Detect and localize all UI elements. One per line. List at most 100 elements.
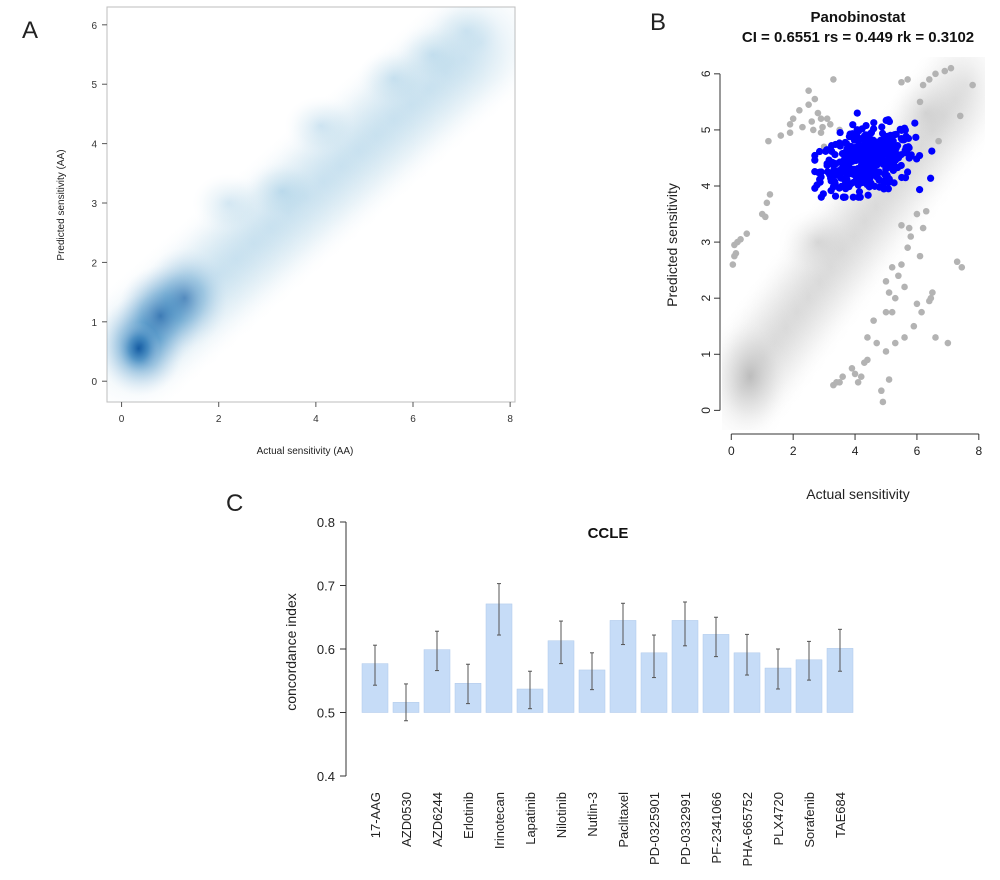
grey-point (766, 191, 774, 198)
blue-point (853, 109, 861, 117)
y-tick-label: 0 (91, 377, 97, 388)
blue-point (864, 154, 873, 162)
grey-point (882, 348, 890, 355)
grey-point (878, 387, 885, 395)
panel-a-y-label: Predicted sensitivity (AA) (56, 149, 67, 260)
blue-point (911, 119, 919, 127)
panel-c-x-labels: 17-AAG AZD0530 AZD6244 Erlotinib Irinotecan L… (368, 792, 848, 867)
grey-point (919, 224, 927, 232)
blue-point (878, 123, 886, 131)
blue-point (906, 153, 914, 161)
y-tick-label: 2 (699, 295, 713, 302)
grey-point (805, 101, 812, 108)
x-tick-label: Nutlin-3 (585, 792, 600, 837)
grey-point (808, 118, 816, 125)
x-tick-label: Nilotinib (554, 792, 569, 838)
grey-point (811, 95, 819, 103)
grey-point (885, 376, 893, 383)
grey-point (941, 67, 949, 75)
panel-b-x-label: Actual sensitivity (806, 486, 909, 502)
blue-point (864, 191, 872, 199)
panel-c-y-label: concordance index (283, 593, 299, 711)
blue-point (880, 135, 888, 143)
panel-b-letter: B (650, 9, 666, 36)
blue-point (841, 193, 849, 201)
grey-point (885, 289, 893, 296)
x-tick-label: TAE684 (833, 792, 848, 838)
panel-a-x-label: Actual sensitivity (AA) (257, 446, 354, 457)
panel-b-blue-points (811, 109, 936, 201)
x-tick-label: PD-0332991 (678, 792, 693, 865)
blue-point (905, 144, 913, 152)
x-tick-label: 4 (313, 414, 319, 425)
grey-point (851, 370, 859, 378)
grey-point (789, 115, 797, 122)
y-tick-label: 1 (699, 351, 713, 358)
panel-b-grey-points (729, 64, 976, 406)
grey-point (857, 373, 865, 381)
y-tick-label: 1 (91, 318, 97, 329)
blue-point (848, 168, 856, 177)
blue-point (811, 156, 819, 164)
density-blob (722, 320, 787, 430)
grey-point (895, 272, 902, 280)
grey-point (958, 264, 966, 271)
grey-point (935, 137, 942, 145)
x-tick-label: PHA-665752 (740, 792, 755, 866)
x-tick-label: PLX4720 (771, 792, 786, 846)
panel-c-bars (361, 583, 854, 722)
grey-point (848, 365, 856, 372)
blue-point (884, 185, 892, 193)
blue-point (843, 145, 851, 153)
blue-point (900, 136, 908, 144)
grey-point (913, 300, 921, 308)
blue-point (852, 156, 860, 165)
grey-point (814, 109, 822, 117)
grey-point (864, 356, 871, 364)
density-peak (116, 321, 161, 376)
grey-point (901, 283, 908, 291)
grey-point (839, 373, 846, 381)
y-tick-label: 4 (91, 140, 97, 151)
y-tick-label: 0.5 (317, 706, 335, 721)
grey-point (916, 98, 924, 106)
blue-point (836, 171, 844, 179)
blue-point (860, 132, 869, 140)
blue-point (823, 146, 831, 154)
panel-b-subtitle: CI = 0.6551 rs = 0.449 rk = 0.3102 (742, 29, 974, 46)
blue-point (874, 147, 882, 155)
y-tick-label: 0 (699, 407, 713, 414)
y-tick-label: 3 (699, 238, 713, 245)
panel-b-x-axis: 0 2 4 6 8 (728, 433, 982, 458)
grey-point (879, 398, 887, 406)
panel-a-y-axis: 0 1 2 3 4 5 6 (91, 21, 107, 388)
blue-point (898, 173, 906, 182)
grey-point (927, 294, 935, 302)
grey-point (786, 121, 794, 128)
grey-point (796, 106, 803, 114)
blue-point (870, 125, 878, 133)
blue-point (853, 126, 861, 134)
grey-point (882, 278, 890, 285)
grey-point (805, 87, 812, 94)
blue-point (871, 171, 879, 179)
blue-point (885, 178, 893, 186)
grey-point (969, 81, 976, 89)
blue-point (854, 193, 863, 201)
grey-point (898, 221, 905, 229)
y-tick-label: 6 (91, 21, 97, 32)
grey-point (956, 112, 964, 120)
density-blob (245, 161, 319, 221)
grey-point (817, 115, 825, 122)
grey-point (918, 308, 925, 316)
y-tick-label: 5 (699, 126, 713, 133)
grey-point (870, 317, 877, 324)
x-tick-label: 0 (728, 444, 735, 458)
x-tick-label: 6 (410, 414, 416, 425)
panel-b-title: Panobinostat (810, 9, 905, 26)
blue-point (829, 183, 837, 191)
blue-point (875, 183, 884, 191)
density-blob (777, 208, 859, 276)
blue-point (853, 143, 861, 151)
grey-point (765, 137, 772, 145)
